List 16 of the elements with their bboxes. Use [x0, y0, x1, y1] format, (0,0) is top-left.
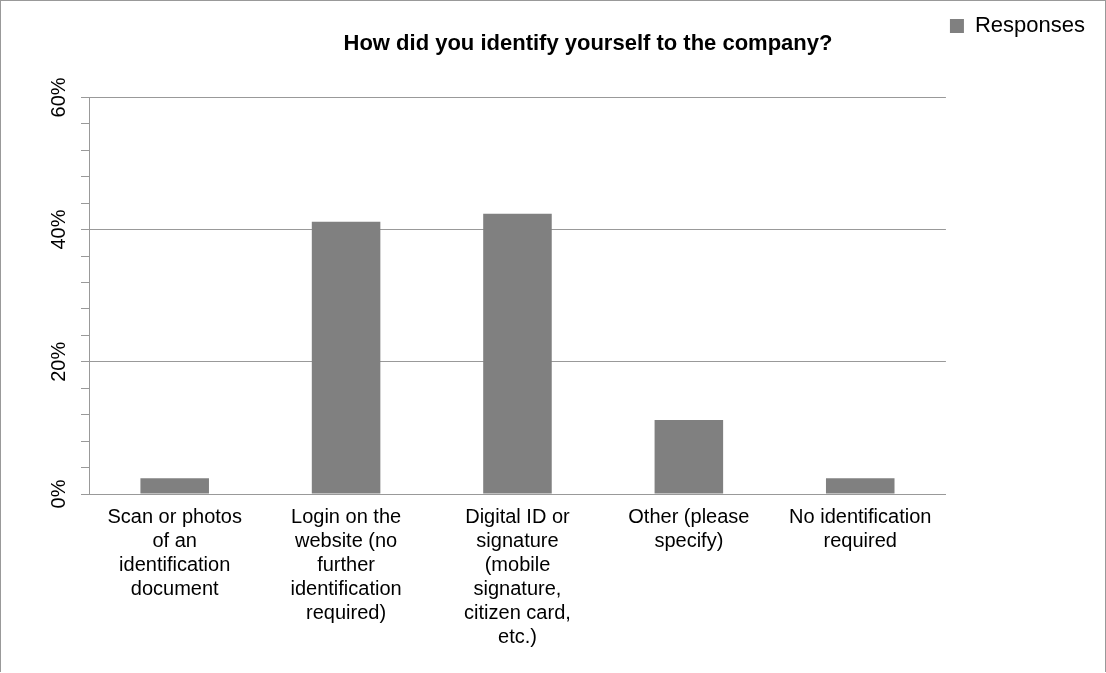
legend-label: Responses — [974, 12, 1086, 38]
x-tick-label: Digital ID or signature (mobile signature, citizen card, etc.) — [464, 504, 571, 647]
x-tick-label: Scan or photos of an identification document — [107, 504, 242, 599]
chart-title: How did you identify yourself to the company? — [343, 30, 833, 56]
bar — [483, 213, 552, 494]
bar — [654, 419, 724, 494]
x-tick-label: Other (please specify) — [628, 504, 750, 551]
x-tick-label: Login on the website (no further identification required) — [290, 504, 402, 623]
y-tick-label: 40% — [46, 209, 69, 250]
bar — [140, 478, 209, 494]
y-tick-label: 0% — [46, 479, 69, 509]
y-tick-label: 60% — [46, 77, 69, 118]
y-tick-label: 20% — [46, 341, 69, 382]
bar — [825, 478, 895, 494]
x-tick-label: No identification required — [789, 504, 932, 551]
bar — [311, 221, 381, 494]
